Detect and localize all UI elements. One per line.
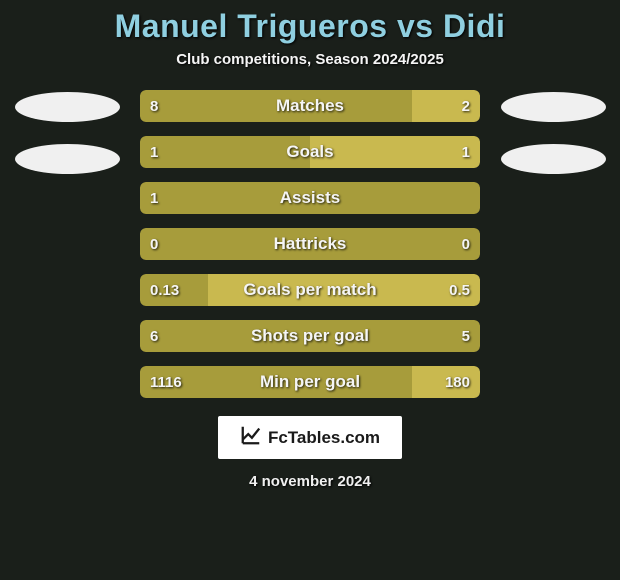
segment-left xyxy=(140,228,480,260)
badge-text: FcTables.com xyxy=(268,428,380,448)
stat-value-left: 1 xyxy=(140,136,168,168)
date-label: 4 november 2024 xyxy=(249,473,371,490)
segment-left xyxy=(140,182,480,214)
player-avatar-right xyxy=(501,92,606,122)
stat-bar: Goals11 xyxy=(140,136,480,168)
main-area: Matches82Goals11Assists1Hattricks00Goals… xyxy=(0,90,620,398)
comparison-card: Manuel Trigueros vs Didi Club competitio… xyxy=(0,0,620,580)
stat-bar: Goals per match0.130.5 xyxy=(140,274,480,306)
stat-bars: Matches82Goals11Assists1Hattricks00Goals… xyxy=(140,90,480,398)
stat-value-left: 0 xyxy=(140,228,168,260)
chart-icon xyxy=(240,424,262,451)
footer: FcTables.com 4 november 2024 xyxy=(218,416,402,490)
stat-bar: Shots per goal65 xyxy=(140,320,480,352)
stat-value-left: 8 xyxy=(140,90,168,122)
player-right-col xyxy=(498,90,608,174)
segment-left xyxy=(140,320,480,352)
stat-bar: Min per goal1116180 xyxy=(140,366,480,398)
stat-value-left: 0.13 xyxy=(140,274,189,306)
stat-value-left: 6 xyxy=(140,320,168,352)
player-avatar-right xyxy=(501,144,606,174)
stat-value-left: 1116 xyxy=(140,366,192,398)
stat-value-right: 1 xyxy=(452,136,480,168)
segment-left xyxy=(140,90,412,122)
stat-value-left: 1 xyxy=(140,182,168,214)
stat-bar: Assists1 xyxy=(140,182,480,214)
page-subtitle: Club competitions, Season 2024/2025 xyxy=(176,51,444,68)
stat-value-right: 5 xyxy=(452,320,480,352)
stat-value-right: 0 xyxy=(452,228,480,260)
player-avatar-left xyxy=(15,92,120,122)
stat-value-right: 0.5 xyxy=(439,274,480,306)
player-left-col xyxy=(12,90,122,174)
player-avatar-left xyxy=(15,144,120,174)
page-title: Manuel Trigueros vs Didi xyxy=(115,8,506,45)
stat-value-right: 180 xyxy=(435,366,480,398)
stat-value-right: 2 xyxy=(452,90,480,122)
source-badge[interactable]: FcTables.com xyxy=(218,416,402,459)
stat-bar: Hattricks00 xyxy=(140,228,480,260)
stat-bar: Matches82 xyxy=(140,90,480,122)
stat-value-right xyxy=(460,182,480,214)
